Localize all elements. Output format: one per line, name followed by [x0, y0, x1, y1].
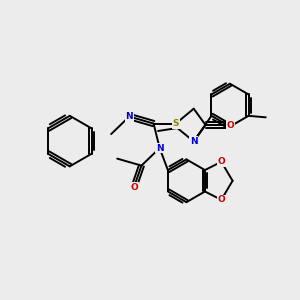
Text: O: O	[218, 157, 225, 166]
Text: O: O	[218, 195, 225, 204]
Text: N: N	[190, 137, 197, 146]
Text: N: N	[125, 112, 133, 121]
Text: O: O	[227, 121, 235, 130]
Text: S: S	[172, 119, 179, 128]
Text: O: O	[130, 182, 138, 191]
Text: N: N	[156, 144, 164, 153]
